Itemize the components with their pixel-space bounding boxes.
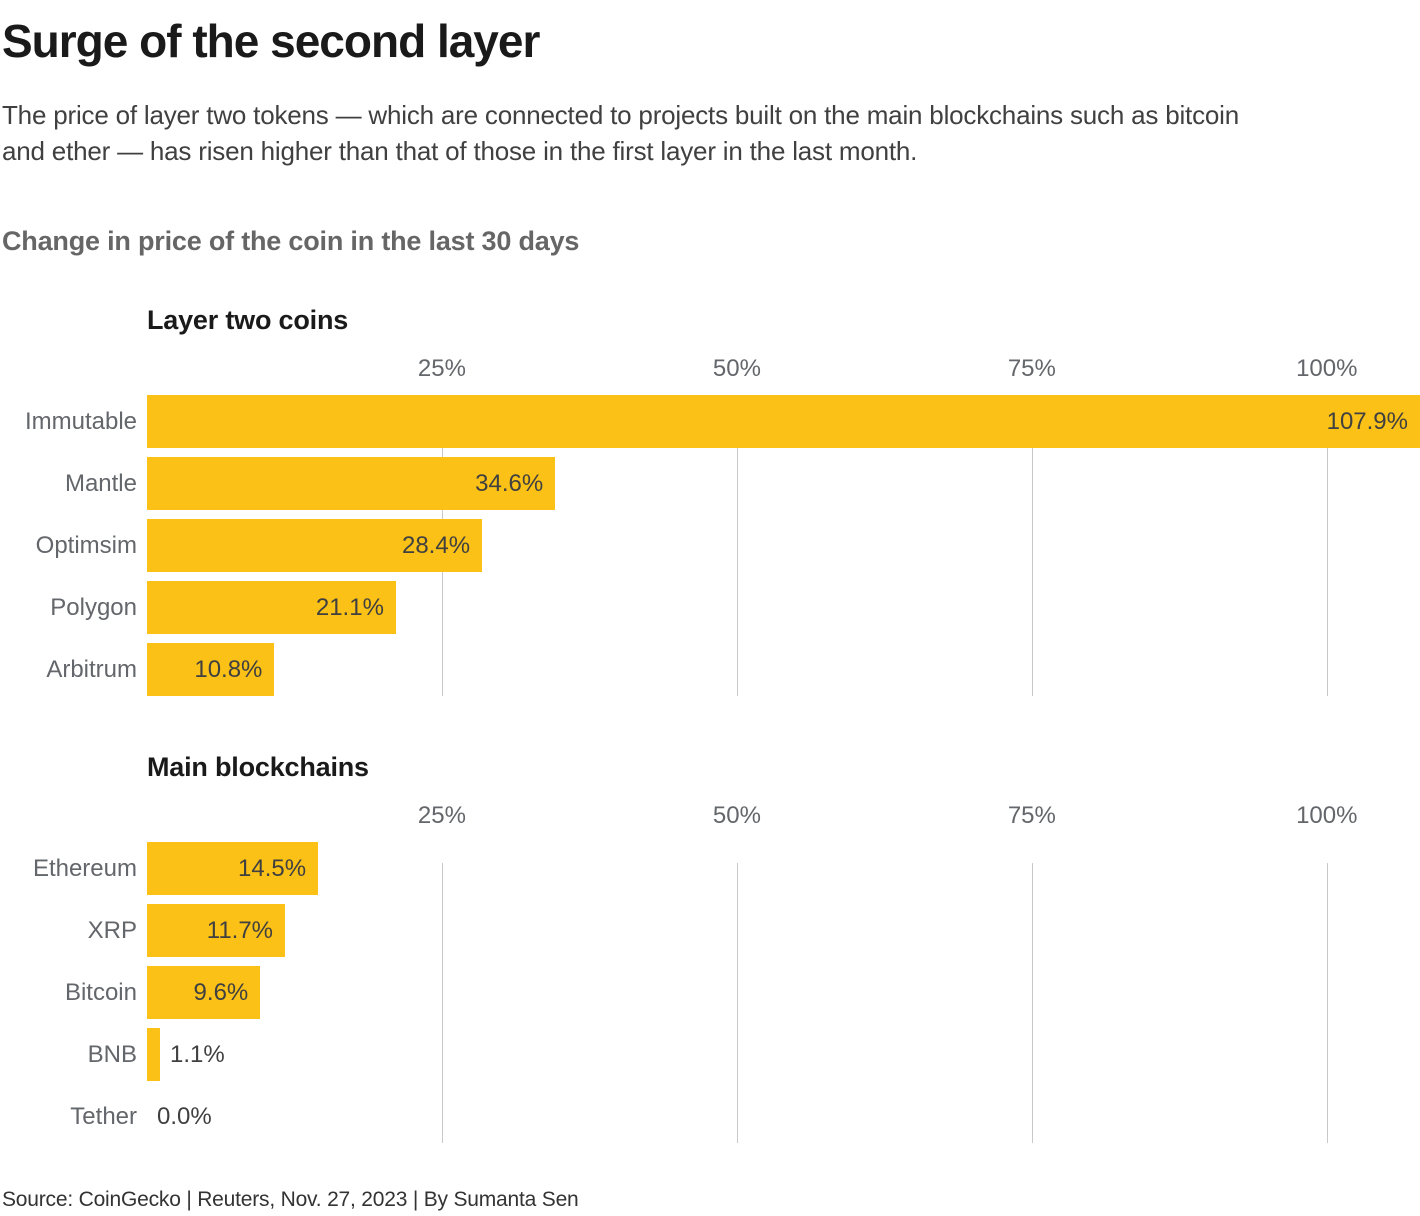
subtitle: The price of layer two tokens — which ar… <box>2 97 1414 169</box>
plot-area: 25% 50% 75% 100% Immutable 107.9% Mantle 34.6% O… <box>0 357 1420 697</box>
chart-row: Bitcoin 9.6% <box>0 966 1420 1020</box>
bar: 107.9% <box>147 395 1420 449</box>
bar-track: 21.1% <box>147 581 1420 635</box>
bar: 14.5% <box>147 842 319 896</box>
category-label: Bitcoin <box>64 979 137 1007</box>
bar-track: 0.0% <box>147 1090 1420 1143</box>
chart-row: BNB 1.1% <box>0 1028 1420 1082</box>
bar: 9.6% <box>147 966 261 1020</box>
bar-value-label: 10.8% <box>194 656 263 684</box>
bar-value-label: 11.7% <box>206 917 274 945</box>
bar-value-label: 0.0% <box>157 1103 212 1131</box>
bar-value-label: 1.1% <box>169 1041 225 1069</box>
gridline <box>736 863 738 1144</box>
chart-row: Polygon 21.1% <box>0 581 1420 635</box>
category-label: BNB <box>87 1041 137 1069</box>
page-title: Surge of the second layer <box>2 15 540 67</box>
gridline <box>1031 416 1033 697</box>
chart-main-blockchains: Main blockchains 25% 50% 75% 100% Ethereum 14… <box>0 751 1420 1144</box>
chart-row: Optimsim 28.4% <box>0 519 1420 573</box>
chart-row: Mantle 34.6% <box>0 457 1420 511</box>
category-label: Immutable <box>24 408 137 436</box>
chart-row: Arbitrum 10.8% <box>0 643 1420 697</box>
gridline <box>1031 863 1033 1144</box>
chart-title: Main blockchains <box>147 752 369 783</box>
chart-row: Immutable 107.9% <box>0 395 1420 449</box>
bar-rows: Immutable 107.9% Mantle 34.6% Optimsim 28.4% P… <box>0 395 1420 697</box>
chart-row: XRP 11.7% <box>0 904 1420 958</box>
axis-tick-label: 25% <box>417 355 466 383</box>
axis-tick-label: 100% <box>1296 802 1358 830</box>
plot-area: 25% 50% 75% 100% Ethereum 14.5% XRP 11.7% Bitcoi… <box>0 804 1420 1144</box>
category-label: Tether <box>70 1103 137 1131</box>
category-label: Arbitrum <box>46 656 137 684</box>
bar: 21.1% <box>147 581 396 635</box>
chart-row: Tether 0.0% <box>0 1090 1420 1143</box>
bar-track: 11.7% <box>147 904 1420 958</box>
bar-value-label: 9.6% <box>193 979 249 1007</box>
axis-tick-label: 50% <box>712 355 761 383</box>
chart-layer-two-coins: Layer two coins 25% 50% 75% 100% Immutable 10… <box>0 304 1420 697</box>
value-axis: 25% 50% 75% 100% <box>147 804 1420 828</box>
subtitle-line-1: The price of layer two tokens — which ar… <box>2 100 1239 131</box>
chart-kicker: Change in price of the coin in the last … <box>2 226 580 257</box>
bar-track: 34.6% <box>147 457 1420 511</box>
bar <box>147 1028 160 1082</box>
axis-tick-label: 75% <box>1007 355 1056 383</box>
axis-tick-label: 75% <box>1007 802 1056 830</box>
bar-track: 14.5% <box>147 842 1420 896</box>
category-label: XRP <box>87 917 137 945</box>
bar-rows: Ethereum 14.5% XRP 11.7% Bitcoin 9.6% BNB 1.1% T… <box>0 842 1420 1143</box>
gridline <box>1326 863 1328 1144</box>
gridline <box>736 416 738 697</box>
gridlines <box>147 863 1420 1144</box>
bar-track: 107.9% <box>147 395 1420 449</box>
bar-value-label: 34.6% <box>475 470 544 498</box>
bar-track: 28.4% <box>147 519 1420 573</box>
bar-track: 1.1% <box>147 1028 1420 1082</box>
bar-value-label: 21.1% <box>315 594 384 622</box>
bar: 11.7% <box>147 904 286 958</box>
axis-tick-label: 100% <box>1296 355 1358 383</box>
bar: 28.4% <box>147 519 483 573</box>
category-label: Ethereum <box>32 855 137 883</box>
axis-tick-label: 50% <box>712 802 761 830</box>
category-label: Optimsim <box>35 532 137 560</box>
chart-title: Layer two coins <box>147 305 349 336</box>
value-axis: 25% 50% 75% 100% <box>147 357 1420 381</box>
bar-value-label: 14.5% <box>238 855 307 883</box>
chart-row: Ethereum 14.5% <box>0 842 1420 896</box>
bar: 34.6% <box>147 457 556 511</box>
bar-value-label: 107.9% <box>1326 408 1408 436</box>
subtitle-line-2: and ether — has risen higher than that o… <box>2 136 918 167</box>
gridline <box>1326 416 1328 697</box>
bar-track: 10.8% <box>147 643 1420 697</box>
axis-tick-label: 25% <box>417 802 466 830</box>
gridline <box>441 863 443 1144</box>
bar-track: 9.6% <box>147 966 1420 1020</box>
category-label: Mantle <box>64 470 137 498</box>
category-label: Polygon <box>50 594 137 622</box>
bar: 10.8% <box>147 643 275 697</box>
source-line: Source: CoinGecko | Reuters, Nov. 27, 20… <box>2 1188 579 1212</box>
bar-value-label: 28.4% <box>401 532 471 560</box>
